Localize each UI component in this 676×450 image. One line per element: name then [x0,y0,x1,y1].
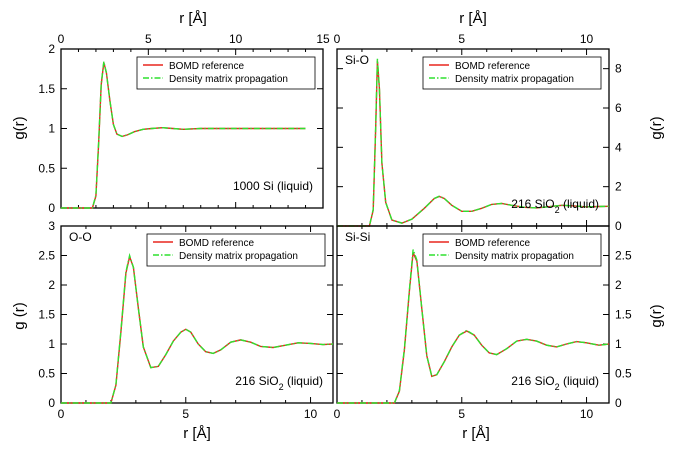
bottom-left-ytick-label: 2.5 [38,249,55,263]
bottom-left-ytick-label: 1.5 [38,308,55,322]
top-right-series-density-matrix-propagation [337,58,610,227]
bottom-left-xtick-label: 5 [182,407,189,421]
left-bottom-ylabel: g (r) [11,302,28,330]
bottom-right-ytick-label: 0.5 [615,367,632,381]
bottom-left-panel-label: O-O [69,230,92,244]
bottom-right-ytick-label: 2.5 [615,249,632,263]
top-left-xtick-label: 10 [229,32,243,46]
bottom-left-ytick-label: 2 [48,278,55,292]
top-left-xtick-label: 0 [58,32,65,46]
bottom-left-ytick-label: 0 [48,396,55,410]
top-left-ytick-label: 1.5 [38,82,55,96]
top-right-xtick-label: 10 [580,32,594,46]
bottom-right-ytick-label: 0 [615,396,622,410]
top-right-panel-label: Si-O [345,53,369,67]
top-left-xlabel: r [Å] [179,10,207,27]
bottom-right-series-density-matrix-propagation [337,249,610,404]
top-right-legend-label: Density matrix propagation [455,74,574,85]
top-left-annotation: 1000 Si (liquid) [233,179,313,193]
top-left-ytick-label: 2 [48,42,55,56]
bottom-right-legend-label: Density matrix propagation [455,251,574,262]
bottom-left-annotation: 216 SiO2 (liquid) [235,374,323,392]
bottom-right-panel-label: Si-Si [345,230,370,244]
bottom-left-xtick-label: 0 [58,407,65,421]
top-left-legend-label: Density matrix propagation [169,74,288,85]
bottom-left-legend-label: Density matrix propagation [179,251,298,262]
top-left-xtick-label: 15 [316,32,330,46]
top-right-legend-box [422,56,602,90]
bottom-left-ytick-label: 0.5 [38,367,55,381]
top-left-ytick-label: 1 [48,122,55,136]
top-left-legend-box [136,56,316,90]
top-left-ytick-label: 0 [48,201,55,215]
bottom-right-xtick-label: 5 [458,407,465,421]
bottom-right-xtick-label: 10 [580,407,594,421]
top-right-annotation: 216 SiO2 (liquid) [511,197,599,215]
top-left-series-density-matrix-propagation [61,61,306,209]
top-right-ytick-label: 6 [615,101,622,115]
bottom-left-xtick-label: 10 [304,407,318,421]
top-left-legend-label: BOMD reference [169,61,244,72]
bottom-left-legend-box [146,233,326,267]
top-right-xlabel: r [Å] [459,10,487,27]
top-right-ytick-label: 4 [615,140,622,154]
bottom-right-xtick-label: 0 [334,407,341,421]
bottom-left-ytick-label: 1 [48,337,55,351]
top-right-ytick-label: 2 [615,180,622,194]
bottom-right-ytick-label: 1.5 [615,308,632,322]
bottom-left-ytick-label: 3 [48,219,55,233]
bottom-left-legend-label: BOMD reference [179,238,254,249]
top-right-ytick-label: 8 [615,62,622,76]
bottom-right-legend-label: BOMD reference [455,238,530,249]
top-right-ytick-label: 0 [615,219,622,233]
right-top-ylabel: g(r) [648,116,665,139]
bottom-right-annotation: 216 SiO2 (liquid) [511,374,599,392]
bottom-right-ytick-label: 1 [615,337,622,351]
right-bottom-ylabel: g(r) [648,304,665,327]
bottom-left-series-density-matrix-propagation [61,252,334,404]
top-left-ytick-label: 0.5 [38,161,55,175]
top-right-xtick-label: 5 [458,32,465,46]
top-right-xtick-label: 0 [334,32,341,46]
bottom-right-legend-box [422,233,602,267]
top-right-legend-label: BOMD reference [455,61,530,72]
top-left-xtick-label: 5 [145,32,152,46]
bottom-right-ytick-label: 2 [615,278,622,292]
bottom-left-xlabel: r [Å] [183,425,211,442]
bottom-right-xlabel: r [Å] [462,425,490,442]
left-top-ylabel: g(r) [11,116,28,139]
